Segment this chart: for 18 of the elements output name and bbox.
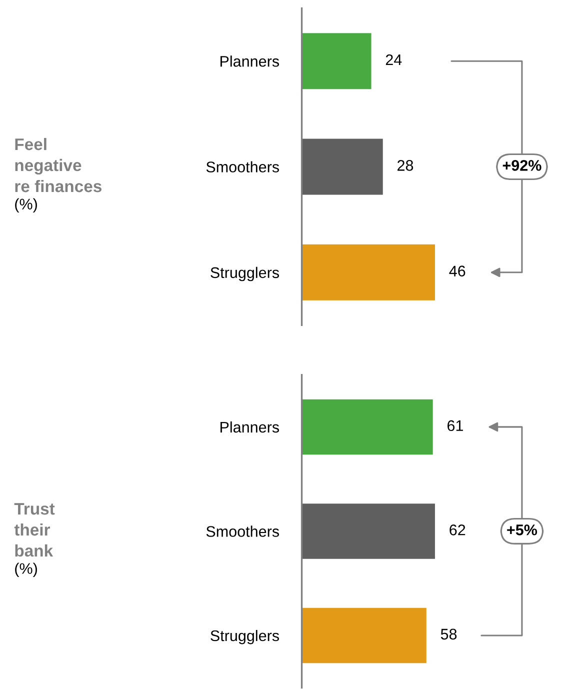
text: (%) (15, 562, 37, 577)
y-tick-label: Strugglers (210, 630, 279, 644)
y-tick-label: Planners (220, 421, 279, 433)
text: (%) (15, 198, 37, 213)
y-tick-label: Smoothers (206, 161, 279, 172)
y-tick-label: Strugglers (210, 266, 279, 282)
y-tick-label: Planners (220, 56, 279, 67)
data-label: 58 (440, 628, 457, 640)
y-tick-label: Smoothers (206, 526, 279, 537)
data-label: 28 (398, 160, 414, 171)
data-label: 62 (450, 524, 466, 536)
y-axis-title: Feel negative re finances (15, 138, 102, 192)
data-label: 46 (449, 266, 466, 276)
y-axis-title: Trust their bank (14, 503, 55, 557)
text: +92% (502, 160, 542, 171)
data-label: 24 (386, 54, 402, 66)
text: +5% (507, 524, 538, 536)
data-label: 61 (448, 420, 463, 432)
